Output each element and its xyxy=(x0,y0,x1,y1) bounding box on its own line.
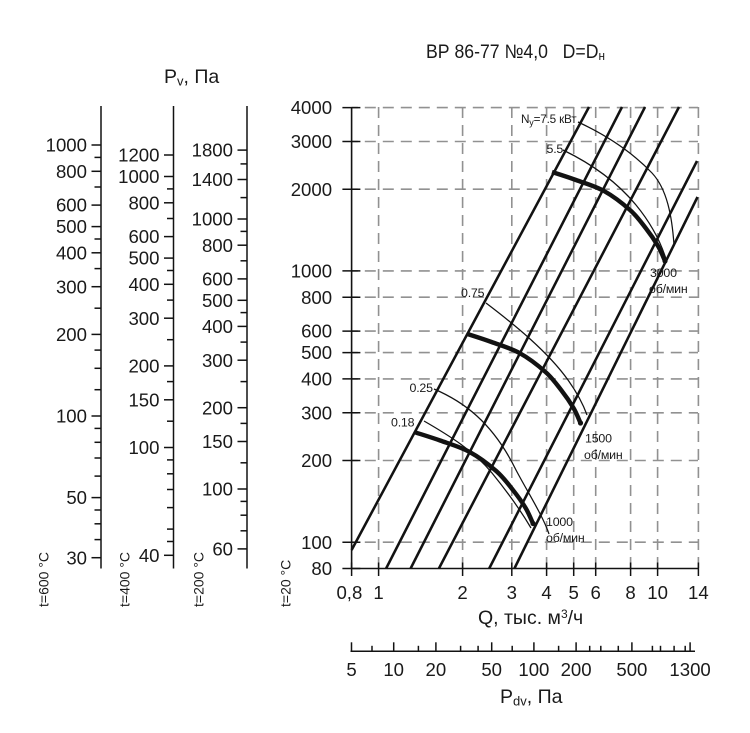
svg-text:800: 800 xyxy=(202,235,233,256)
svg-text:Pdv, Па: Pdv, Па xyxy=(500,686,563,709)
svg-text:150: 150 xyxy=(202,431,233,452)
svg-text:600: 600 xyxy=(128,226,159,247)
svg-text:t=20 °C: t=20 °C xyxy=(278,560,294,607)
svg-text:Q, тыс. м3/ч: Q, тыс. м3/ч xyxy=(478,607,583,629)
svg-text:600: 600 xyxy=(202,269,233,290)
svg-text:3000: 3000 xyxy=(291,131,332,152)
svg-text:Pv, Па: Pv, Па xyxy=(164,66,219,89)
svg-text:80: 80 xyxy=(311,558,332,579)
svg-text:300: 300 xyxy=(202,350,233,371)
svg-text:200: 200 xyxy=(202,397,233,418)
svg-text:3000: 3000 xyxy=(650,266,677,280)
svg-text:1400: 1400 xyxy=(192,169,233,190)
svg-text:50: 50 xyxy=(481,659,502,680)
svg-text:20: 20 xyxy=(426,659,447,680)
svg-text:10: 10 xyxy=(647,582,668,603)
svg-text:1000: 1000 xyxy=(46,135,87,156)
svg-text:0,8: 0,8 xyxy=(336,582,362,603)
svg-text:5: 5 xyxy=(569,582,579,603)
svg-text:1300: 1300 xyxy=(669,659,710,680)
svg-text:500: 500 xyxy=(202,290,233,311)
svg-text:5: 5 xyxy=(346,659,356,680)
svg-text:1000: 1000 xyxy=(118,166,159,187)
svg-text:800: 800 xyxy=(301,287,332,308)
svg-text:500: 500 xyxy=(56,216,87,237)
svg-text:200: 200 xyxy=(561,659,592,680)
svg-text:10: 10 xyxy=(383,659,404,680)
svg-text:500: 500 xyxy=(616,659,647,680)
svg-text:30: 30 xyxy=(66,547,87,568)
svg-text:2000: 2000 xyxy=(291,179,332,200)
svg-text:1000: 1000 xyxy=(192,209,233,230)
svg-text:300: 300 xyxy=(128,308,159,329)
svg-text:об/мин: об/мин xyxy=(546,531,585,545)
svg-text:600: 600 xyxy=(301,321,332,342)
svg-text:t=200 °C: t=200 °C xyxy=(191,552,207,607)
svg-text:200: 200 xyxy=(128,356,159,377)
svg-text:1000: 1000 xyxy=(291,261,332,282)
svg-text:4000: 4000 xyxy=(291,97,332,118)
svg-text:400: 400 xyxy=(301,369,332,390)
svg-text:t=400 °C: t=400 °C xyxy=(117,552,133,607)
svg-text:400: 400 xyxy=(128,274,159,295)
svg-text:100: 100 xyxy=(518,659,549,680)
svg-text:1500: 1500 xyxy=(585,432,612,446)
svg-text:500: 500 xyxy=(301,342,332,363)
svg-text:2: 2 xyxy=(457,582,467,603)
svg-text:100: 100 xyxy=(56,406,87,427)
svg-text:100: 100 xyxy=(202,479,233,500)
svg-text:4: 4 xyxy=(541,582,551,603)
svg-text:8: 8 xyxy=(625,582,635,603)
svg-text:100: 100 xyxy=(301,532,332,553)
svg-text:об/мин: об/мин xyxy=(584,448,623,462)
svg-text:3: 3 xyxy=(507,582,517,603)
svg-text:400: 400 xyxy=(56,242,87,263)
svg-text:60: 60 xyxy=(212,539,233,560)
svg-text:40: 40 xyxy=(139,545,160,566)
svg-text:800: 800 xyxy=(128,192,159,213)
svg-text:1: 1 xyxy=(373,582,383,603)
svg-text:1200: 1200 xyxy=(118,145,159,166)
svg-text:14: 14 xyxy=(688,582,709,603)
svg-text:200: 200 xyxy=(301,450,332,471)
svg-text:Nу=7.5 кВт: Nу=7.5 кВт xyxy=(521,112,577,129)
svg-text:5.5: 5.5 xyxy=(547,142,564,156)
svg-text:200: 200 xyxy=(56,324,87,345)
svg-text:1000: 1000 xyxy=(546,515,573,529)
svg-text:800: 800 xyxy=(56,161,87,182)
svg-text:50: 50 xyxy=(66,487,87,508)
svg-text:об/мин: об/мин xyxy=(649,282,688,296)
svg-text:t=600 °C: t=600 °C xyxy=(36,552,52,607)
svg-text:0.75: 0.75 xyxy=(461,286,485,300)
svg-text:1800: 1800 xyxy=(192,140,233,161)
svg-text:150: 150 xyxy=(128,389,159,410)
svg-text:0.25: 0.25 xyxy=(410,381,434,395)
svg-text:ВР 86-77 №4,0 D=Dн: ВР 86-77 №4,0 D=Dн xyxy=(426,41,605,63)
svg-text:300: 300 xyxy=(301,402,332,423)
svg-text:400: 400 xyxy=(202,316,233,337)
svg-text:6: 6 xyxy=(591,582,601,603)
svg-text:500: 500 xyxy=(128,248,159,269)
svg-text:300: 300 xyxy=(56,276,87,297)
svg-text:0.18: 0.18 xyxy=(391,416,415,430)
svg-text:600: 600 xyxy=(56,195,87,216)
svg-text:100: 100 xyxy=(128,437,159,458)
